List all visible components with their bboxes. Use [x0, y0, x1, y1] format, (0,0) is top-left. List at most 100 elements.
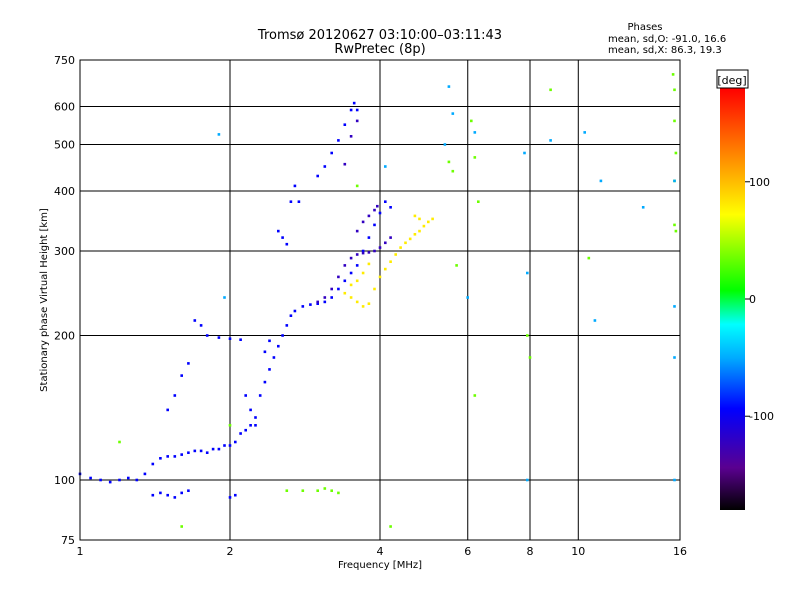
- data-point: [249, 408, 252, 412]
- data-point: [330, 296, 333, 299]
- data-point: [268, 368, 271, 371]
- data-point: [323, 487, 327, 490]
- data-point: [277, 229, 280, 233]
- data-point: [244, 428, 247, 432]
- x-tick-label: 10: [571, 545, 585, 558]
- data-point: [349, 296, 353, 299]
- plot-frame: [79, 59, 681, 541]
- data-point: [431, 217, 434, 221]
- data-point: [367, 302, 371, 305]
- data-point: [389, 206, 392, 209]
- data-point: [217, 133, 221, 136]
- data-point: [394, 253, 397, 256]
- data-point: [361, 305, 365, 308]
- data-point: [166, 455, 169, 458]
- data-point: [343, 291, 347, 295]
- y-tick-label: 200: [54, 330, 75, 343]
- y-tick-label: 500: [54, 139, 75, 152]
- colorbar: [720, 88, 745, 510]
- x-tick-label: 4: [377, 545, 384, 558]
- data-point: [526, 271, 529, 275]
- grid-lines: [80, 60, 680, 540]
- data-point: [473, 156, 477, 159]
- data-point: [330, 151, 333, 155]
- data-point: [361, 271, 365, 275]
- data-point: [523, 151, 526, 155]
- data-point: [373, 249, 376, 253]
- data-point: [285, 324, 289, 327]
- data-point: [593, 319, 597, 322]
- data-point: [361, 251, 365, 255]
- data-point: [673, 223, 676, 227]
- data-point: [217, 447, 221, 451]
- data-point: [355, 108, 359, 112]
- colorbar-tick-label: -100: [749, 410, 774, 423]
- data-point: [355, 300, 359, 304]
- x-tick-label: 16: [673, 545, 687, 558]
- data-point: [378, 246, 382, 249]
- data-point: [89, 476, 92, 480]
- data-point: [389, 236, 392, 239]
- data-point: [258, 394, 262, 397]
- data-point: [477, 200, 480, 203]
- data-point: [673, 88, 676, 92]
- data-point: [187, 362, 190, 365]
- data-point: [413, 233, 417, 236]
- data-point: [361, 249, 365, 253]
- data-point: [323, 296, 327, 299]
- data-point: [355, 264, 359, 267]
- data-point: [285, 242, 289, 246]
- data-point: [217, 336, 221, 339]
- colorbar-tick-label: 100: [749, 176, 770, 189]
- data-point: [583, 131, 586, 134]
- data-point: [277, 344, 280, 348]
- data-point: [193, 449, 197, 453]
- data-point: [337, 275, 340, 279]
- data-point: [673, 119, 676, 123]
- data-point: [127, 476, 130, 480]
- data-point: [193, 319, 197, 322]
- data-point: [526, 478, 529, 482]
- data-point: [528, 356, 532, 359]
- data-point: [199, 449, 203, 453]
- data-point: [404, 241, 407, 245]
- data-point: [349, 283, 353, 287]
- data-point: [323, 300, 327, 304]
- x-tick-label: 1: [77, 545, 84, 558]
- data-point: [549, 88, 552, 92]
- data-point: [376, 204, 379, 208]
- legend-line-x: mean, sd,X: 86.3, 19.3: [608, 45, 722, 56]
- data-point: [316, 302, 319, 305]
- data-point: [367, 236, 371, 239]
- data-point: [268, 339, 271, 343]
- data-point: [367, 251, 371, 254]
- data-point: [254, 424, 257, 427]
- data-point: [408, 237, 412, 241]
- data-point: [427, 220, 430, 224]
- data-point: [343, 264, 347, 267]
- data-point: [180, 491, 183, 495]
- data-point: [451, 169, 455, 173]
- data-point: [234, 440, 237, 444]
- data-point: [418, 217, 421, 221]
- data-point: [316, 300, 319, 304]
- data-point: [343, 279, 347, 283]
- y-tick-label: 400: [54, 185, 75, 198]
- data-point: [673, 356, 676, 359]
- data-point: [349, 135, 353, 138]
- legend-line-o: mean, sd,O: -91.0, 16.6: [608, 34, 726, 45]
- x-tick-label: 8: [527, 545, 534, 558]
- x-axis-label: Frequency [MHz]: [338, 560, 422, 571]
- x-tick-label: 6: [464, 545, 471, 558]
- data-point: [330, 489, 333, 492]
- data-point: [108, 480, 112, 484]
- data-point: [173, 455, 177, 458]
- data-point: [293, 184, 297, 188]
- data-point: [384, 165, 387, 168]
- data-point: [413, 214, 417, 218]
- data-point: [289, 314, 293, 317]
- data-point: [355, 119, 359, 123]
- data-point: [180, 374, 183, 377]
- data-point: [166, 408, 169, 412]
- data-point: [223, 296, 226, 299]
